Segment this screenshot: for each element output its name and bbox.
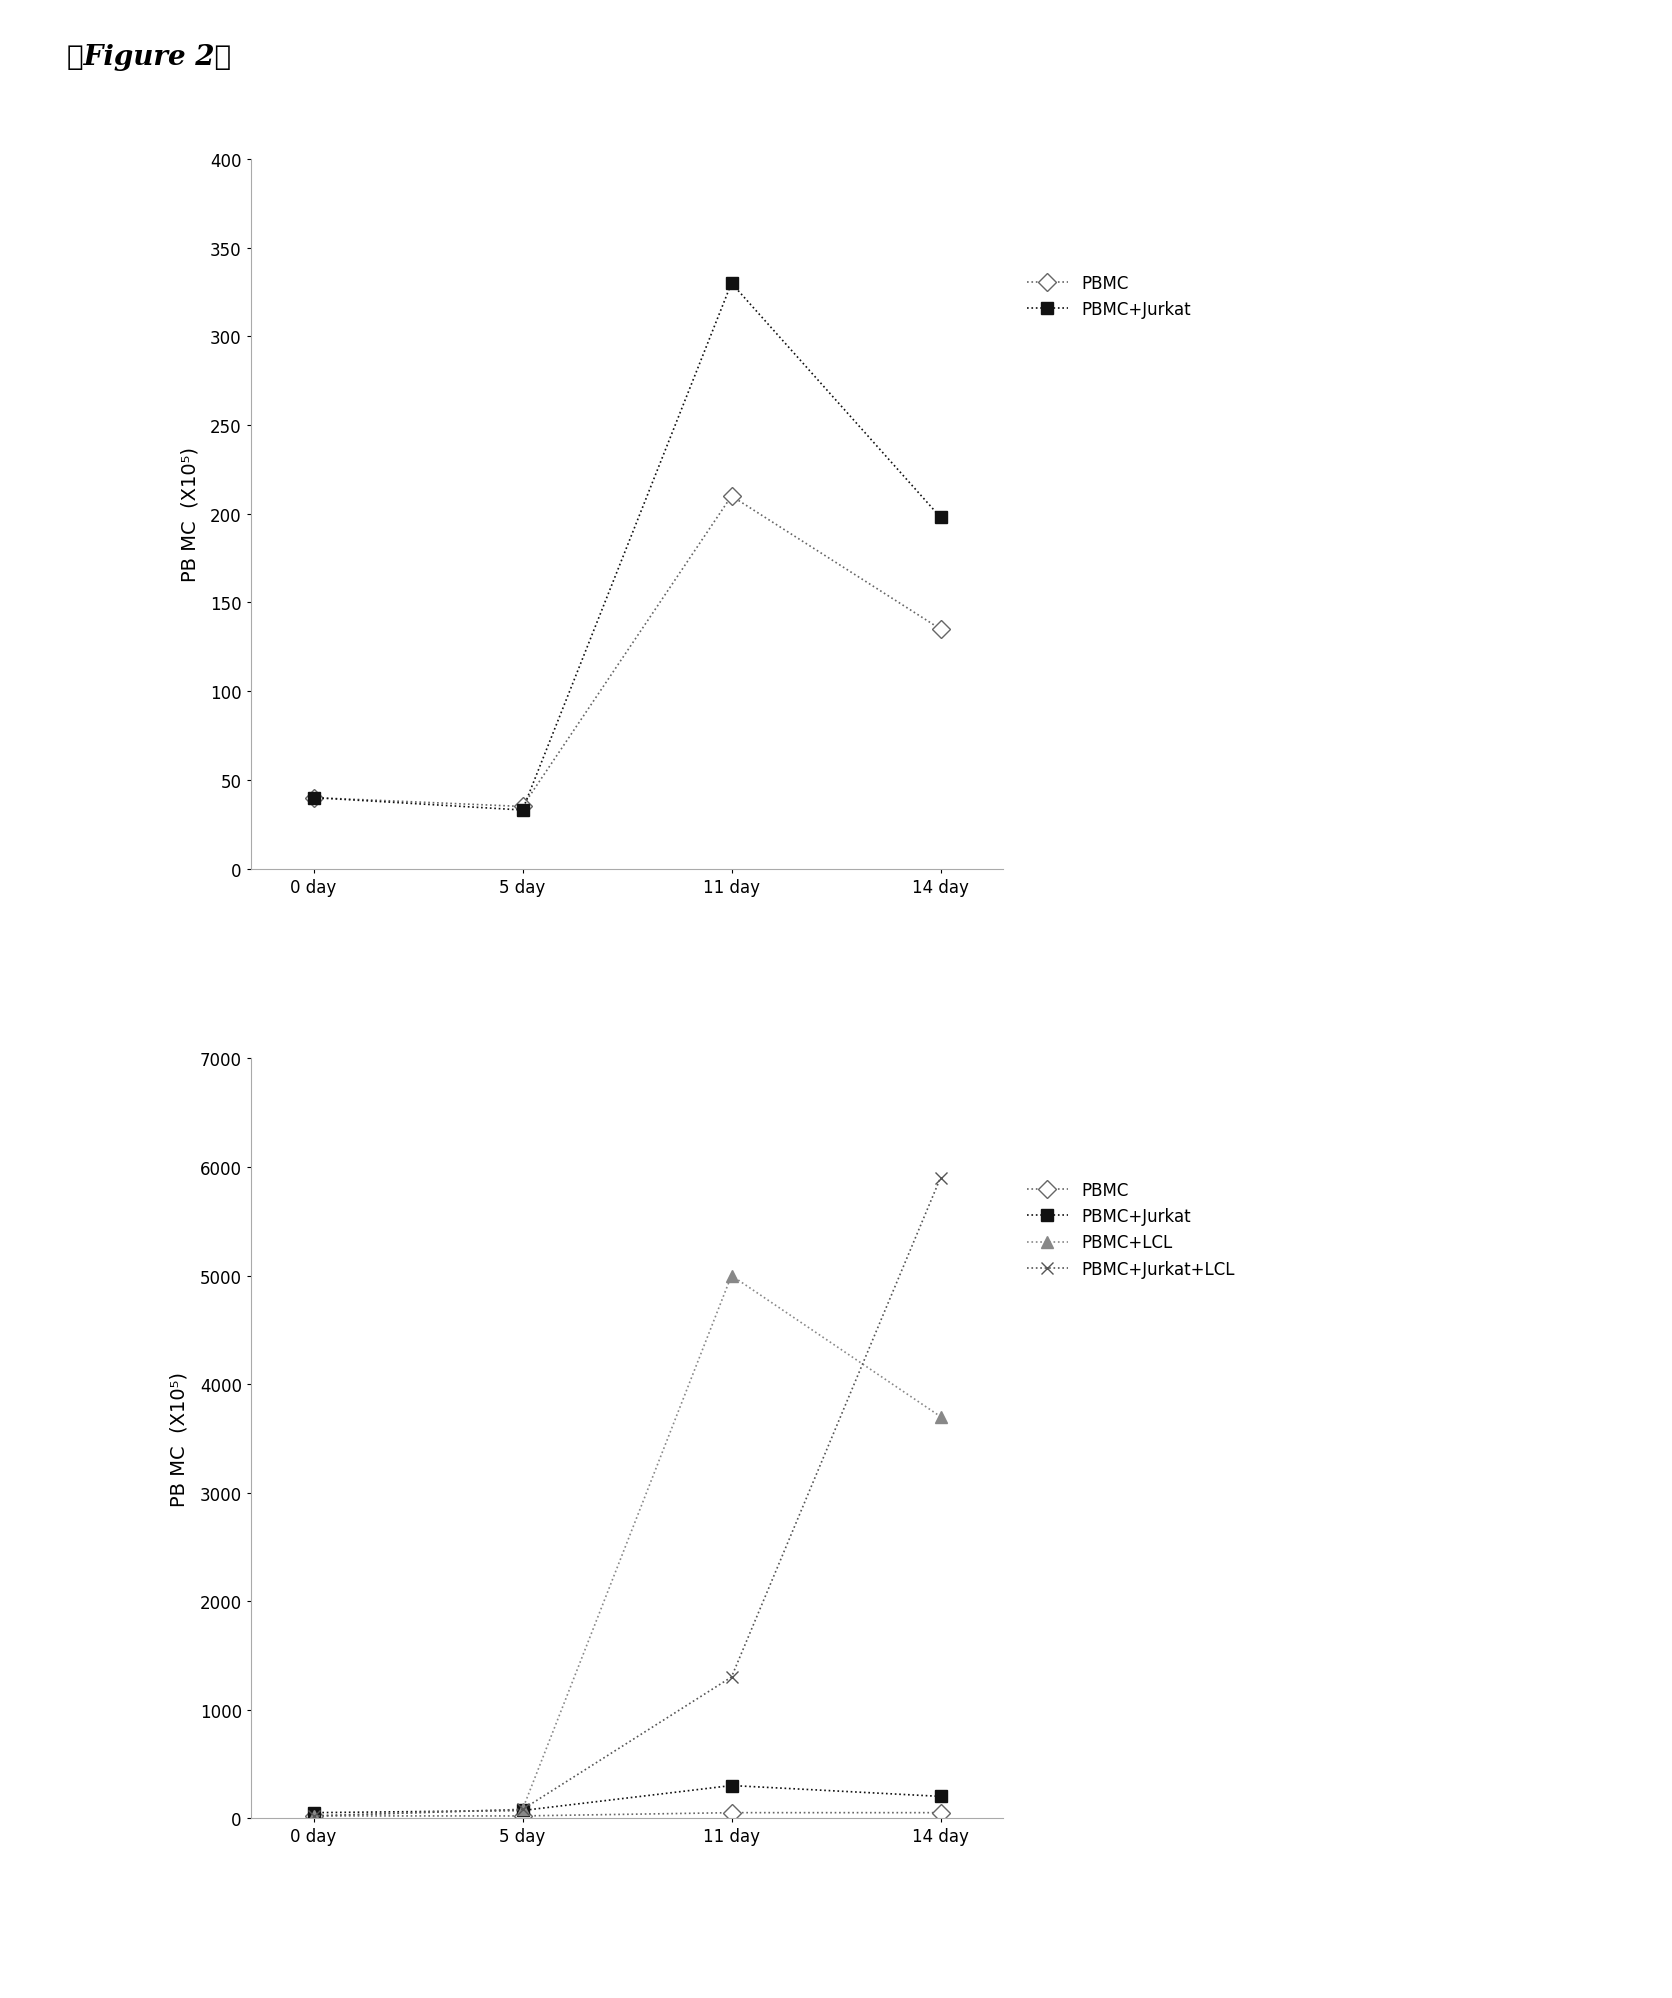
PBMC+Jurkat [512, 1798, 532, 1822]
Line: PBMC+Jurkat: PBMC+Jurkat [308, 1780, 946, 1818]
PBMC+LCL [930, 1405, 950, 1429]
PBMC+Jurkat [304, 1800, 324, 1824]
PBMC [722, 1800, 742, 1824]
Y-axis label: PB MC  (X10⁵): PB MC (X10⁵) [181, 448, 199, 581]
Line: PBMC: PBMC [308, 1806, 946, 1822]
PBMC+Jurkat [722, 1774, 742, 1798]
Line: PBMC+Jurkat+LCL: PBMC+Jurkat+LCL [308, 1173, 946, 1822]
PBMC+Jurkat [722, 272, 742, 296]
PBMC+Jurkat [512, 799, 532, 823]
PBMC [930, 1800, 950, 1824]
Line: PBMC: PBMC [308, 490, 946, 813]
Text: 》Figure 2「: 》Figure 2「 [67, 44, 231, 72]
PBMC [512, 1804, 532, 1828]
Line: PBMC+Jurkat: PBMC+Jurkat [308, 278, 946, 817]
PBMC+LCL [722, 1265, 742, 1289]
PBMC+Jurkat+LCL [512, 1798, 532, 1822]
PBMC+Jurkat [304, 787, 324, 811]
PBMC+LCL [512, 1798, 532, 1822]
PBMC [512, 795, 532, 819]
Legend: PBMC, PBMC+Jurkat, PBMC+LCL, PBMC+Jurkat+LCL: PBMC, PBMC+Jurkat, PBMC+LCL, PBMC+Jurkat… [1027, 1181, 1236, 1279]
PBMC [304, 1804, 324, 1828]
Legend: PBMC, PBMC+Jurkat: PBMC, PBMC+Jurkat [1027, 274, 1190, 320]
PBMC+Jurkat+LCL [930, 1167, 950, 1191]
PBMC+Jurkat [930, 505, 950, 529]
PBMC [722, 486, 742, 509]
PBMC+Jurkat [930, 1784, 950, 1808]
Y-axis label: PB MC  (X10⁵): PB MC (X10⁵) [169, 1371, 189, 1506]
PBMC [930, 617, 950, 641]
PBMC+Jurkat+LCL [304, 1804, 324, 1828]
PBMC+LCL [304, 1804, 324, 1828]
PBMC+Jurkat+LCL [722, 1664, 742, 1688]
Line: PBMC+LCL: PBMC+LCL [308, 1269, 946, 1822]
PBMC [304, 787, 324, 811]
